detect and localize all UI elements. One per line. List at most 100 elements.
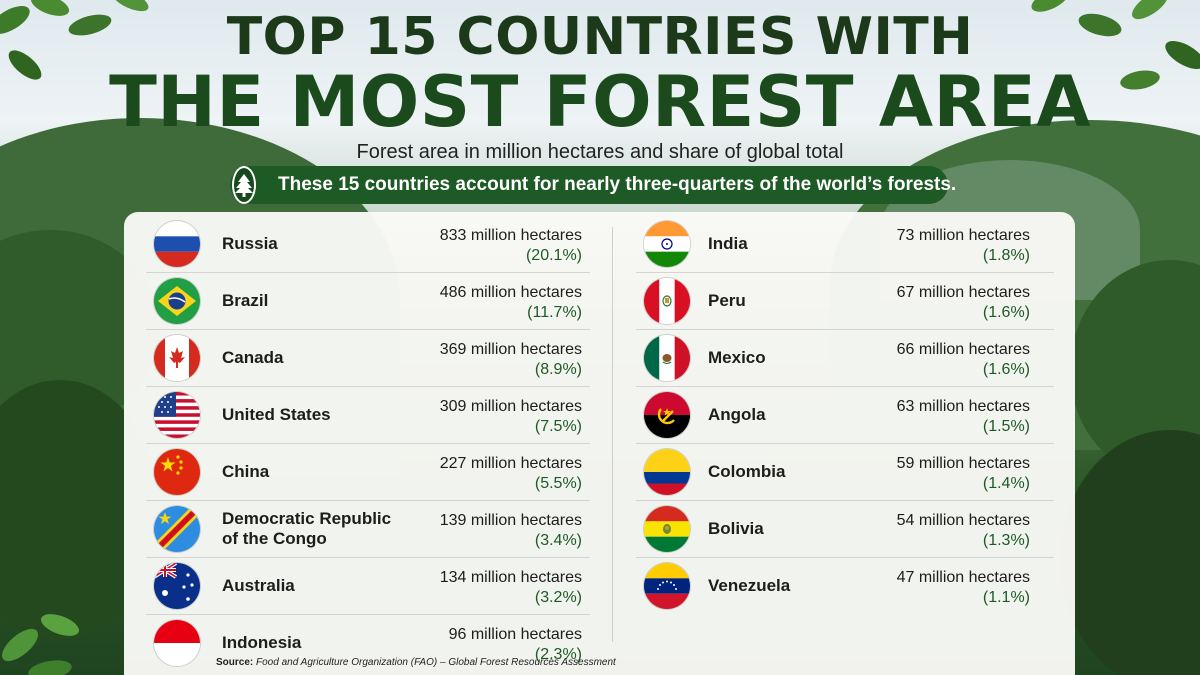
table-row: Canada 369 million hectares (8.9%) xyxy=(146,330,590,387)
forest-value: 63 million hectares (1.5%) xyxy=(897,397,1030,437)
forest-value: 73 million hectares (1.8%) xyxy=(897,226,1030,266)
brazil-flag-icon xyxy=(154,278,200,324)
share-label: (1.3%) xyxy=(982,532,1030,549)
usa-flag-icon xyxy=(154,392,200,438)
forest-value: 309 million hectares (7.5%) xyxy=(440,397,582,437)
share-label: (5.5%) xyxy=(534,475,582,492)
country-name: Indonesia xyxy=(222,633,302,652)
country-name: Bolivia xyxy=(708,519,764,538)
table-row: Bolivia 54 million hectares (1.3%) xyxy=(636,501,1054,558)
hectares-label: 59 million hectares xyxy=(896,455,1030,472)
russia-flag-icon xyxy=(154,221,200,267)
australia-flag-icon xyxy=(154,563,200,609)
title-line-2: THE MOST FOREST AREA xyxy=(109,61,1091,143)
hectares-label: 63 million hectares xyxy=(896,398,1030,415)
country-name: Canada xyxy=(222,348,284,367)
india-flag-icon xyxy=(644,221,690,267)
hectares-label: 227 million hectares xyxy=(439,455,582,472)
share-label: (1.5%) xyxy=(982,418,1030,435)
forest-value: 67 million hectares (1.6%) xyxy=(897,283,1030,323)
table-row: Mexico 66 million hectares (1.6%) xyxy=(636,330,1054,387)
hectares-label: 486 million hectares xyxy=(439,284,582,301)
leaves-top-left-icon xyxy=(0,0,149,80)
table-row: India 73 million hectares (1.8%) xyxy=(636,216,1054,273)
table-row: Peru 67 million hectares (1.6%) xyxy=(636,273,1054,330)
share-label: (7.5%) xyxy=(534,418,582,435)
peru-flag-icon xyxy=(644,278,690,324)
table-row: Australia 134 million hectares (3.2%) xyxy=(146,558,590,615)
country-name: Australia xyxy=(222,576,295,595)
drc-flag-icon xyxy=(154,506,200,552)
share-label: (3.4%) xyxy=(534,532,582,549)
country-name: Russia xyxy=(222,234,278,253)
country-name: Venezuela xyxy=(708,576,791,595)
left-column: Russia 833 million hectares (20.1%) Brazil 4… xyxy=(146,216,590,671)
column-divider xyxy=(612,227,613,642)
forest-value: 54 million hectares (1.3%) xyxy=(897,511,1030,551)
forest-value: 96 million hectares (2.3%) xyxy=(449,625,582,665)
canada-flag-icon xyxy=(154,335,200,381)
leaves-top-right-icon xyxy=(1031,0,1200,90)
banner-text: These 15 countries account for nearly th… xyxy=(278,174,957,195)
forest-value: 134 million hectares (3.2%) xyxy=(440,568,582,608)
source-label: Source: xyxy=(216,657,254,668)
share-label: (8.9%) xyxy=(534,361,582,378)
source-text: Food and Agriculture Organization (FAO) … xyxy=(256,657,616,668)
forest-value: 369 million hectares (8.9%) xyxy=(440,340,582,380)
forest-value: 66 million hectares (1.6%) xyxy=(897,340,1030,380)
hectares-label: 139 million hectares xyxy=(439,512,582,529)
source-note: Source: Food and Agriculture Organizatio… xyxy=(216,657,616,668)
venezuela-flag-icon xyxy=(644,563,690,609)
bolivia-flag-icon xyxy=(644,506,690,552)
colombia-flag-icon xyxy=(644,449,690,495)
hectares-label: 833 million hectares xyxy=(439,227,582,244)
right-column: India 73 million hectares (1.8%) Peru 67 mil… xyxy=(636,216,1054,614)
hectares-label: 47 million hectares xyxy=(896,569,1030,586)
hectares-label: 73 million hectares xyxy=(896,227,1030,244)
table-row: Angola 63 million hectares (1.5%) xyxy=(636,387,1054,444)
forest-value: 59 million hectares (1.4%) xyxy=(897,454,1030,494)
hectares-label: 67 million hectares xyxy=(896,284,1030,301)
indonesia-flag-icon xyxy=(154,620,200,666)
hectares-label: 369 million hectares xyxy=(439,341,582,358)
country-name: Peru xyxy=(708,291,746,310)
table-row: China 227 million hectares (5.5%) xyxy=(146,444,590,501)
country-name: Angola xyxy=(708,405,766,424)
country-name: Mexico xyxy=(708,348,766,367)
hectares-label: 66 million hectares xyxy=(896,341,1030,358)
forest-value: 833 million hectares (20.1%) xyxy=(440,226,582,266)
share-label: (1.1%) xyxy=(982,589,1030,606)
share-label: (20.1%) xyxy=(525,247,582,264)
leaves-bottom-left-icon xyxy=(1,614,80,675)
country-name: China xyxy=(222,462,270,481)
table-row: Venezuela 47 million hectares (1.1%) xyxy=(636,558,1054,614)
table-row: Indonesia 96 million hectares (2.3%) xyxy=(146,615,590,671)
share-label: (2.3%) xyxy=(534,646,582,663)
summary-banner: These 15 countries account for nearly th… xyxy=(230,166,956,204)
forest-value: 47 million hectares (1.1%) xyxy=(897,568,1030,608)
country-name: India xyxy=(708,234,748,253)
share-label: (3.2%) xyxy=(534,589,582,606)
hectares-label: 309 million hectares xyxy=(439,398,582,415)
mexico-flag-icon xyxy=(644,335,690,381)
table-row: Democratic Republic of the Congo 139 mill… xyxy=(146,501,590,558)
tree-icon xyxy=(232,166,256,204)
country-name: Democratic Republic of the Congo xyxy=(222,509,392,548)
title-line-1: TOP 15 COUNTRIES WITH xyxy=(226,7,974,67)
table-row: Brazil 486 million hectares (11.7%) xyxy=(146,273,590,330)
forest-value: 486 million hectares (11.7%) xyxy=(440,283,582,323)
table-row: Russia 833 million hectares (20.1%) xyxy=(146,216,590,273)
hectares-label: 54 million hectares xyxy=(896,512,1030,529)
country-name: Colombia xyxy=(708,462,786,481)
table-row: United States 309 million hectares (7.5%) xyxy=(146,387,590,444)
hectares-label: 96 million hectares xyxy=(448,626,582,643)
share-label: (1.6%) xyxy=(982,361,1030,378)
table-row: Colombia 59 million hectares (1.4%) xyxy=(636,444,1054,501)
country-name: Brazil xyxy=(222,291,269,310)
forest-value: 227 million hectares (5.5%) xyxy=(440,454,582,494)
hectares-label: 134 million hectares xyxy=(439,569,582,586)
share-label: (11.7%) xyxy=(527,304,582,321)
angola-flag-icon xyxy=(644,392,690,438)
forest-value: 139 million hectares (3.4%) xyxy=(440,511,582,551)
share-label: (1.6%) xyxy=(982,304,1030,321)
